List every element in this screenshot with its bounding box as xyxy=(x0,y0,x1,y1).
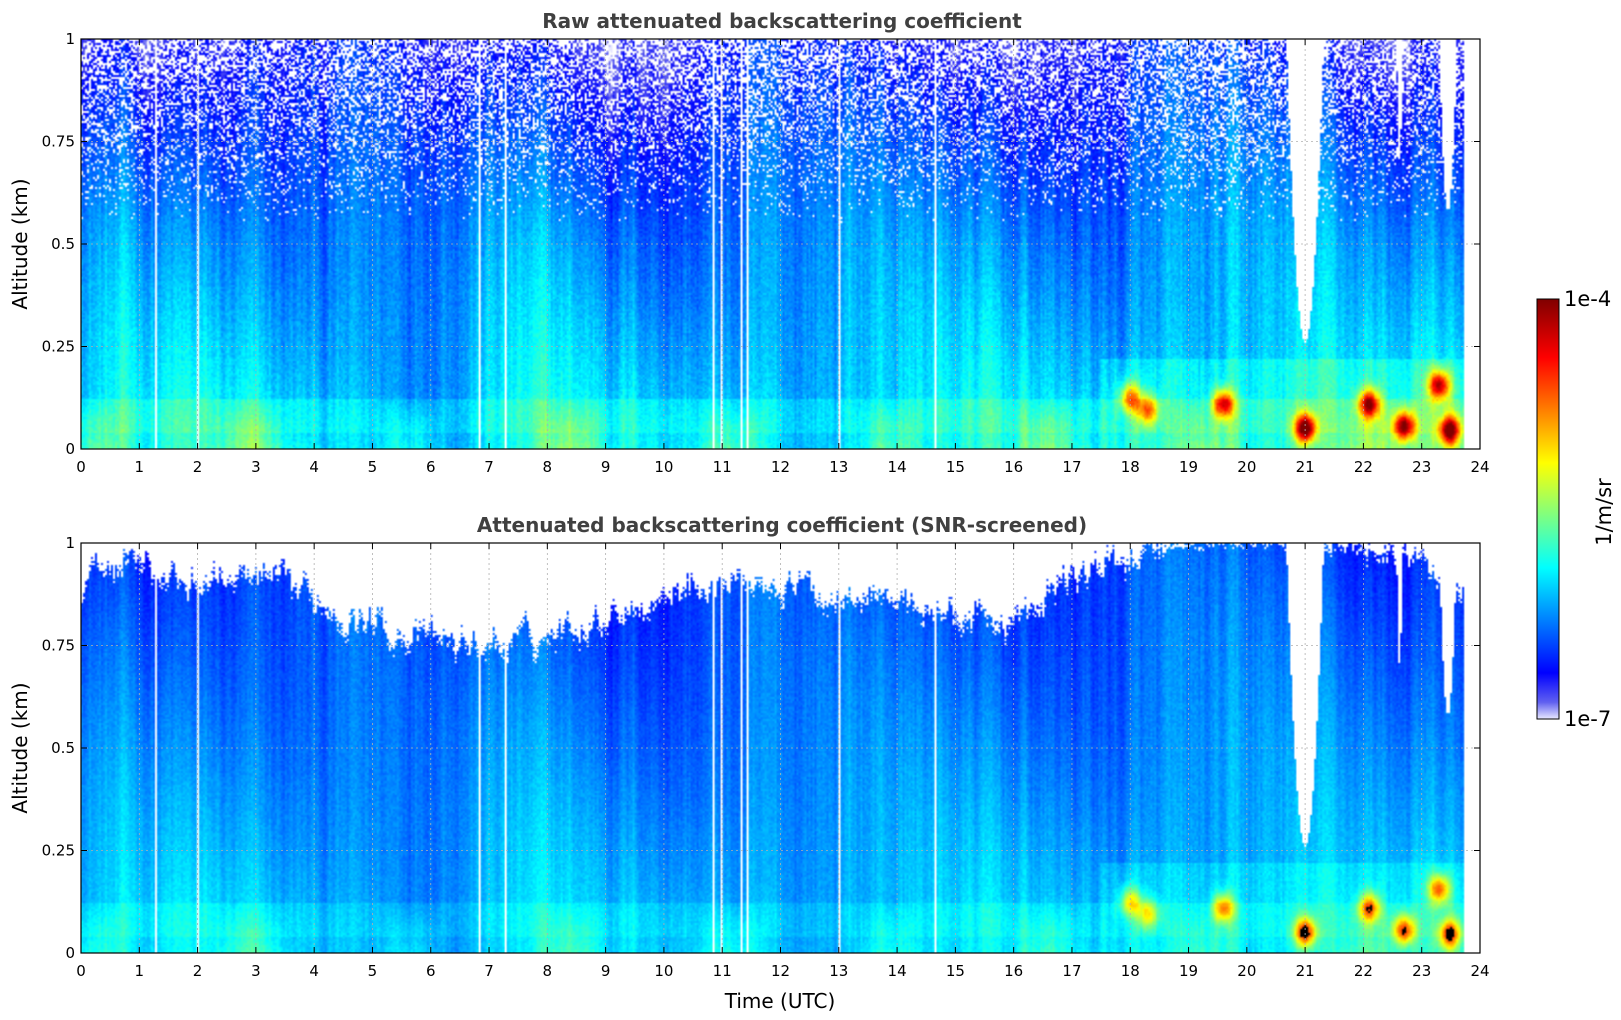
panel-screened-xtick-label: 19 xyxy=(1179,962,1198,980)
panel-raw-ytick-label: 0.5 xyxy=(51,235,75,253)
colorbar: 1e-4 1e-7 1/m/sr xyxy=(1536,287,1616,731)
panel-raw-xtick-label: 23 xyxy=(1412,458,1431,476)
panel-screened-ticks: 0 1 2 3 4 5 6 7 8 9 10 11 12 13 14 15 16 17 18 19 20 21 22 23 24… xyxy=(42,534,1490,980)
panel-screened-xtick-label: 20 xyxy=(1237,962,1256,980)
panel-screened-xtick-label: 0 xyxy=(76,962,86,980)
panel-raw-ticks: 0 1 2 3 4 5 6 7 8 9 10 11 12 13 14 15 16 17 18 19 20 21 22 23 24… xyxy=(42,30,1490,476)
panel-screened-xtick-label: 5 xyxy=(368,962,378,980)
panel-raw-grid xyxy=(81,39,1480,449)
panel-screened-xtick-label: 21 xyxy=(1296,962,1315,980)
panel-raw-xtick-label: 14 xyxy=(888,458,907,476)
panel-screened-xtick-label: 22 xyxy=(1354,962,1373,980)
colorbar-max-label: 1e-4 xyxy=(1564,287,1611,311)
panel-screened-xtick-label: 3 xyxy=(251,962,261,980)
colorbar-unit-label: 1/m/sr xyxy=(1592,478,1616,546)
panel-raw-xtick-label: 3 xyxy=(251,458,261,476)
panel-screened-ytick-label: 0.75 xyxy=(42,637,75,655)
panel-screened-xtick-label: 12 xyxy=(771,962,790,980)
panel-screened-xtick-label: 6 xyxy=(426,962,436,980)
panel-screened-title: Attenuated backscattering coefficient (S… xyxy=(477,513,1087,537)
panel-screened-xtick-label: 17 xyxy=(1062,962,1081,980)
panel-screened-xtick-label: 15 xyxy=(946,962,965,980)
panel-raw-title: Raw attenuated backscattering coefficien… xyxy=(542,9,1022,33)
panel-raw-xtick-label: 11 xyxy=(713,458,732,476)
panel-screened-ytick-label: 0.25 xyxy=(42,842,75,860)
panel-raw-xtick-label: 0 xyxy=(76,458,86,476)
panel-screened-xtick-label: 8 xyxy=(543,962,553,980)
colorbar-min-label: 1e-7 xyxy=(1564,707,1611,731)
panel-screened-xtick-label: 10 xyxy=(654,962,673,980)
panel-raw-xtick-label: 4 xyxy=(309,458,319,476)
panel-raw-xtick-label: 10 xyxy=(654,458,673,476)
panel-raw-xtick-label: 18 xyxy=(1121,458,1140,476)
panel-screened-xtick-label: 2 xyxy=(193,962,203,980)
panel-screened-xtick-label: 23 xyxy=(1412,962,1431,980)
panel-raw-xtick-label: 13 xyxy=(829,458,848,476)
panel-screened-grid xyxy=(81,543,1480,953)
panel-screened-xtick-label: 18 xyxy=(1121,962,1140,980)
panel-screened-xtick-label: 7 xyxy=(484,962,494,980)
panel-raw-ylabel: Altitude (km) xyxy=(8,178,32,309)
panel-raw-xtick-label: 1 xyxy=(135,458,145,476)
panel-raw-xtick-label: 19 xyxy=(1179,458,1198,476)
panel-screened-ytick-label: 1 xyxy=(65,534,75,552)
panel-raw-xtick-label: 12 xyxy=(771,458,790,476)
panel-raw-xtick-label: 24 xyxy=(1470,458,1489,476)
panel-raw-xtick-label: 8 xyxy=(543,458,553,476)
panel-screened-xlabel: Time (UTC) xyxy=(724,989,836,1013)
panel-screened: Attenuated backscattering coefficient (S… xyxy=(8,513,1490,1013)
panel-raw-xtick-label: 9 xyxy=(601,458,611,476)
panel-screened-xtick-label: 1 xyxy=(135,962,145,980)
panel-screened-xtick-label: 11 xyxy=(713,962,732,980)
panel-screened-xtick-label: 4 xyxy=(309,962,319,980)
panel-raw-xtick-label: 20 xyxy=(1237,458,1256,476)
panel-screened-ytick-label: 0.5 xyxy=(51,739,75,757)
panel-raw-xtick-label: 21 xyxy=(1296,458,1315,476)
panel-screened-xtick-label: 9 xyxy=(601,962,611,980)
panel-raw-xtick-label: 16 xyxy=(1004,458,1023,476)
panel-raw-ytick-label: 0.25 xyxy=(42,338,75,356)
panel-screened-ylabel: Altitude (km) xyxy=(8,682,32,813)
panel-raw-xtick-label: 5 xyxy=(368,458,378,476)
panel-raw-ytick-label: 0.75 xyxy=(42,133,75,151)
panel-raw-ytick-label: 0 xyxy=(65,440,75,458)
panel-screened-xtick-label: 13 xyxy=(829,962,848,980)
panel-raw-xtick-label: 6 xyxy=(426,458,436,476)
colorbar-gradient xyxy=(1536,298,1560,720)
panel-screened-ytick-label: 0 xyxy=(65,944,75,962)
panel-raw-xtick-label: 22 xyxy=(1354,458,1373,476)
panel-raw-xtick-label: 17 xyxy=(1062,458,1081,476)
panel-raw-xtick-label: 15 xyxy=(946,458,965,476)
panel-screened-xtick-label: 14 xyxy=(888,962,907,980)
panel-screened-xtick-label: 16 xyxy=(1004,962,1023,980)
panel-raw-ytick-label: 1 xyxy=(65,30,75,48)
panel-raw: Raw attenuated backscattering coefficien… xyxy=(8,9,1490,476)
panel-raw-xtick-label: 2 xyxy=(193,458,203,476)
panel-screened-xtick-label: 24 xyxy=(1470,962,1489,980)
panel-raw-xtick-label: 7 xyxy=(484,458,494,476)
